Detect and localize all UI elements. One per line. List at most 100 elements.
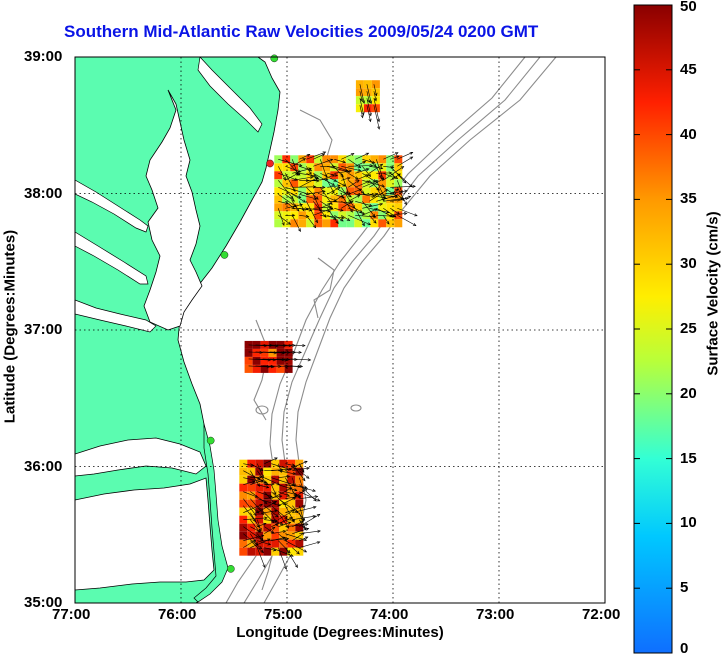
velocity-vector [362,180,379,188]
velocity-cell [263,523,272,532]
velocity-vector-head [350,153,355,156]
velocity-vector [262,365,274,367]
velocity-cell [274,187,283,196]
velocity-vector [320,194,337,202]
velocity-vector [278,166,286,181]
velocity-vector-head [292,343,296,347]
velocity-cell [282,219,291,228]
velocity-cell [330,187,339,196]
velocity-vector-head [378,174,382,179]
velocity-vector [292,463,306,481]
velocity-cell [255,459,264,468]
velocity-cell [239,539,248,548]
velocity-vector [355,214,377,218]
velocity-vector-head [401,197,405,201]
velocity-vector-head [296,550,300,555]
velocity-cell [370,203,379,212]
velocity-cell [346,163,355,172]
velocity-vector [362,158,375,164]
velocity-cell [362,187,371,196]
velocity-vector [376,214,396,217]
velocity-vector [299,177,318,188]
velocity-cell [247,507,256,516]
velocity-vector [285,173,296,192]
velocity-vector-head [374,92,378,97]
velocity-cell [386,203,395,212]
velocity-vector [348,180,360,188]
velocity-vector-head [258,545,263,550]
velocity-cell [252,348,261,357]
velocity-vector [341,165,361,171]
velocity-vector-head [302,158,306,162]
velocity-vector [264,457,278,464]
velocity-vector-head [269,343,273,347]
velocity-vector-head [296,208,300,212]
velocity-vector-head [260,538,264,542]
velocity-vector-head [284,566,287,570]
velocity-vector-head [260,534,265,538]
velocity-vector-head [289,517,294,521]
velocity-cell [279,507,288,516]
velocity-cell [338,195,347,204]
velocity-vector [348,215,371,226]
velocity-cell [279,547,288,556]
velocity-vector [397,156,413,167]
velocity-vector [334,158,346,163]
velocity-vector [276,365,289,367]
velocity-vector [292,215,301,232]
velocity-vector-head [304,488,309,492]
velocity-vector-head [270,530,275,534]
velocity-vector [292,515,316,520]
colorbar-tick-label: 25 [680,320,697,337]
velocity-cell [354,171,363,180]
velocity-cell [322,163,331,172]
velocity-cell [287,547,296,556]
velocity-vector [271,468,297,471]
velocity-cell [263,515,272,524]
velocity-vector [390,208,400,215]
velocity-vector [348,194,360,202]
velocity-vector-head [359,209,363,213]
velocity-vector-head [346,191,350,196]
velocity-vector [313,159,333,167]
velocity-vector [313,201,327,218]
velocity-vector [292,201,300,212]
velocity-cell [239,507,248,516]
velocity-vector [283,365,301,368]
velocity-vector-head [301,524,305,529]
velocity-vector-head [350,200,354,204]
x-axis-label: Longitude (Degrees:Minutes) [236,624,444,641]
velocity-vector-head [409,151,414,155]
velocity-cell [295,507,304,516]
velocity-vector [243,498,257,516]
velocity-cell [282,203,291,212]
velocity-vector [348,173,359,180]
velocity-vector-head [316,498,321,502]
velocity-vector [334,193,345,198]
velocity-vector [383,215,390,225]
velocity-vector [299,514,320,527]
velocity-cell [290,155,299,164]
velocity-vector [369,178,384,188]
velocity-cell [287,491,296,500]
velocity-region [239,457,321,570]
velocity-vector-head [360,98,364,102]
velocity-vector [285,204,303,209]
velocity-vector-head [286,357,291,362]
velocity-cell [346,155,355,164]
velocity-vector-head [367,222,372,226]
velocity-vector [290,365,303,367]
velocity-vector-head [317,529,321,533]
velocity-cell [354,219,363,228]
velocity-cell [378,211,387,220]
velocity-vector [257,523,267,527]
velocity-vector-head [293,488,298,492]
velocity-vector-head [262,564,266,569]
velocity-vector-head [292,463,296,467]
velocity-cell [279,491,288,500]
velocity-vector-head [267,542,272,546]
velocity-cell [378,163,387,172]
velocity-vector [355,152,369,160]
velocity-vector [369,189,388,202]
colorbar-ticks [634,4,672,654]
